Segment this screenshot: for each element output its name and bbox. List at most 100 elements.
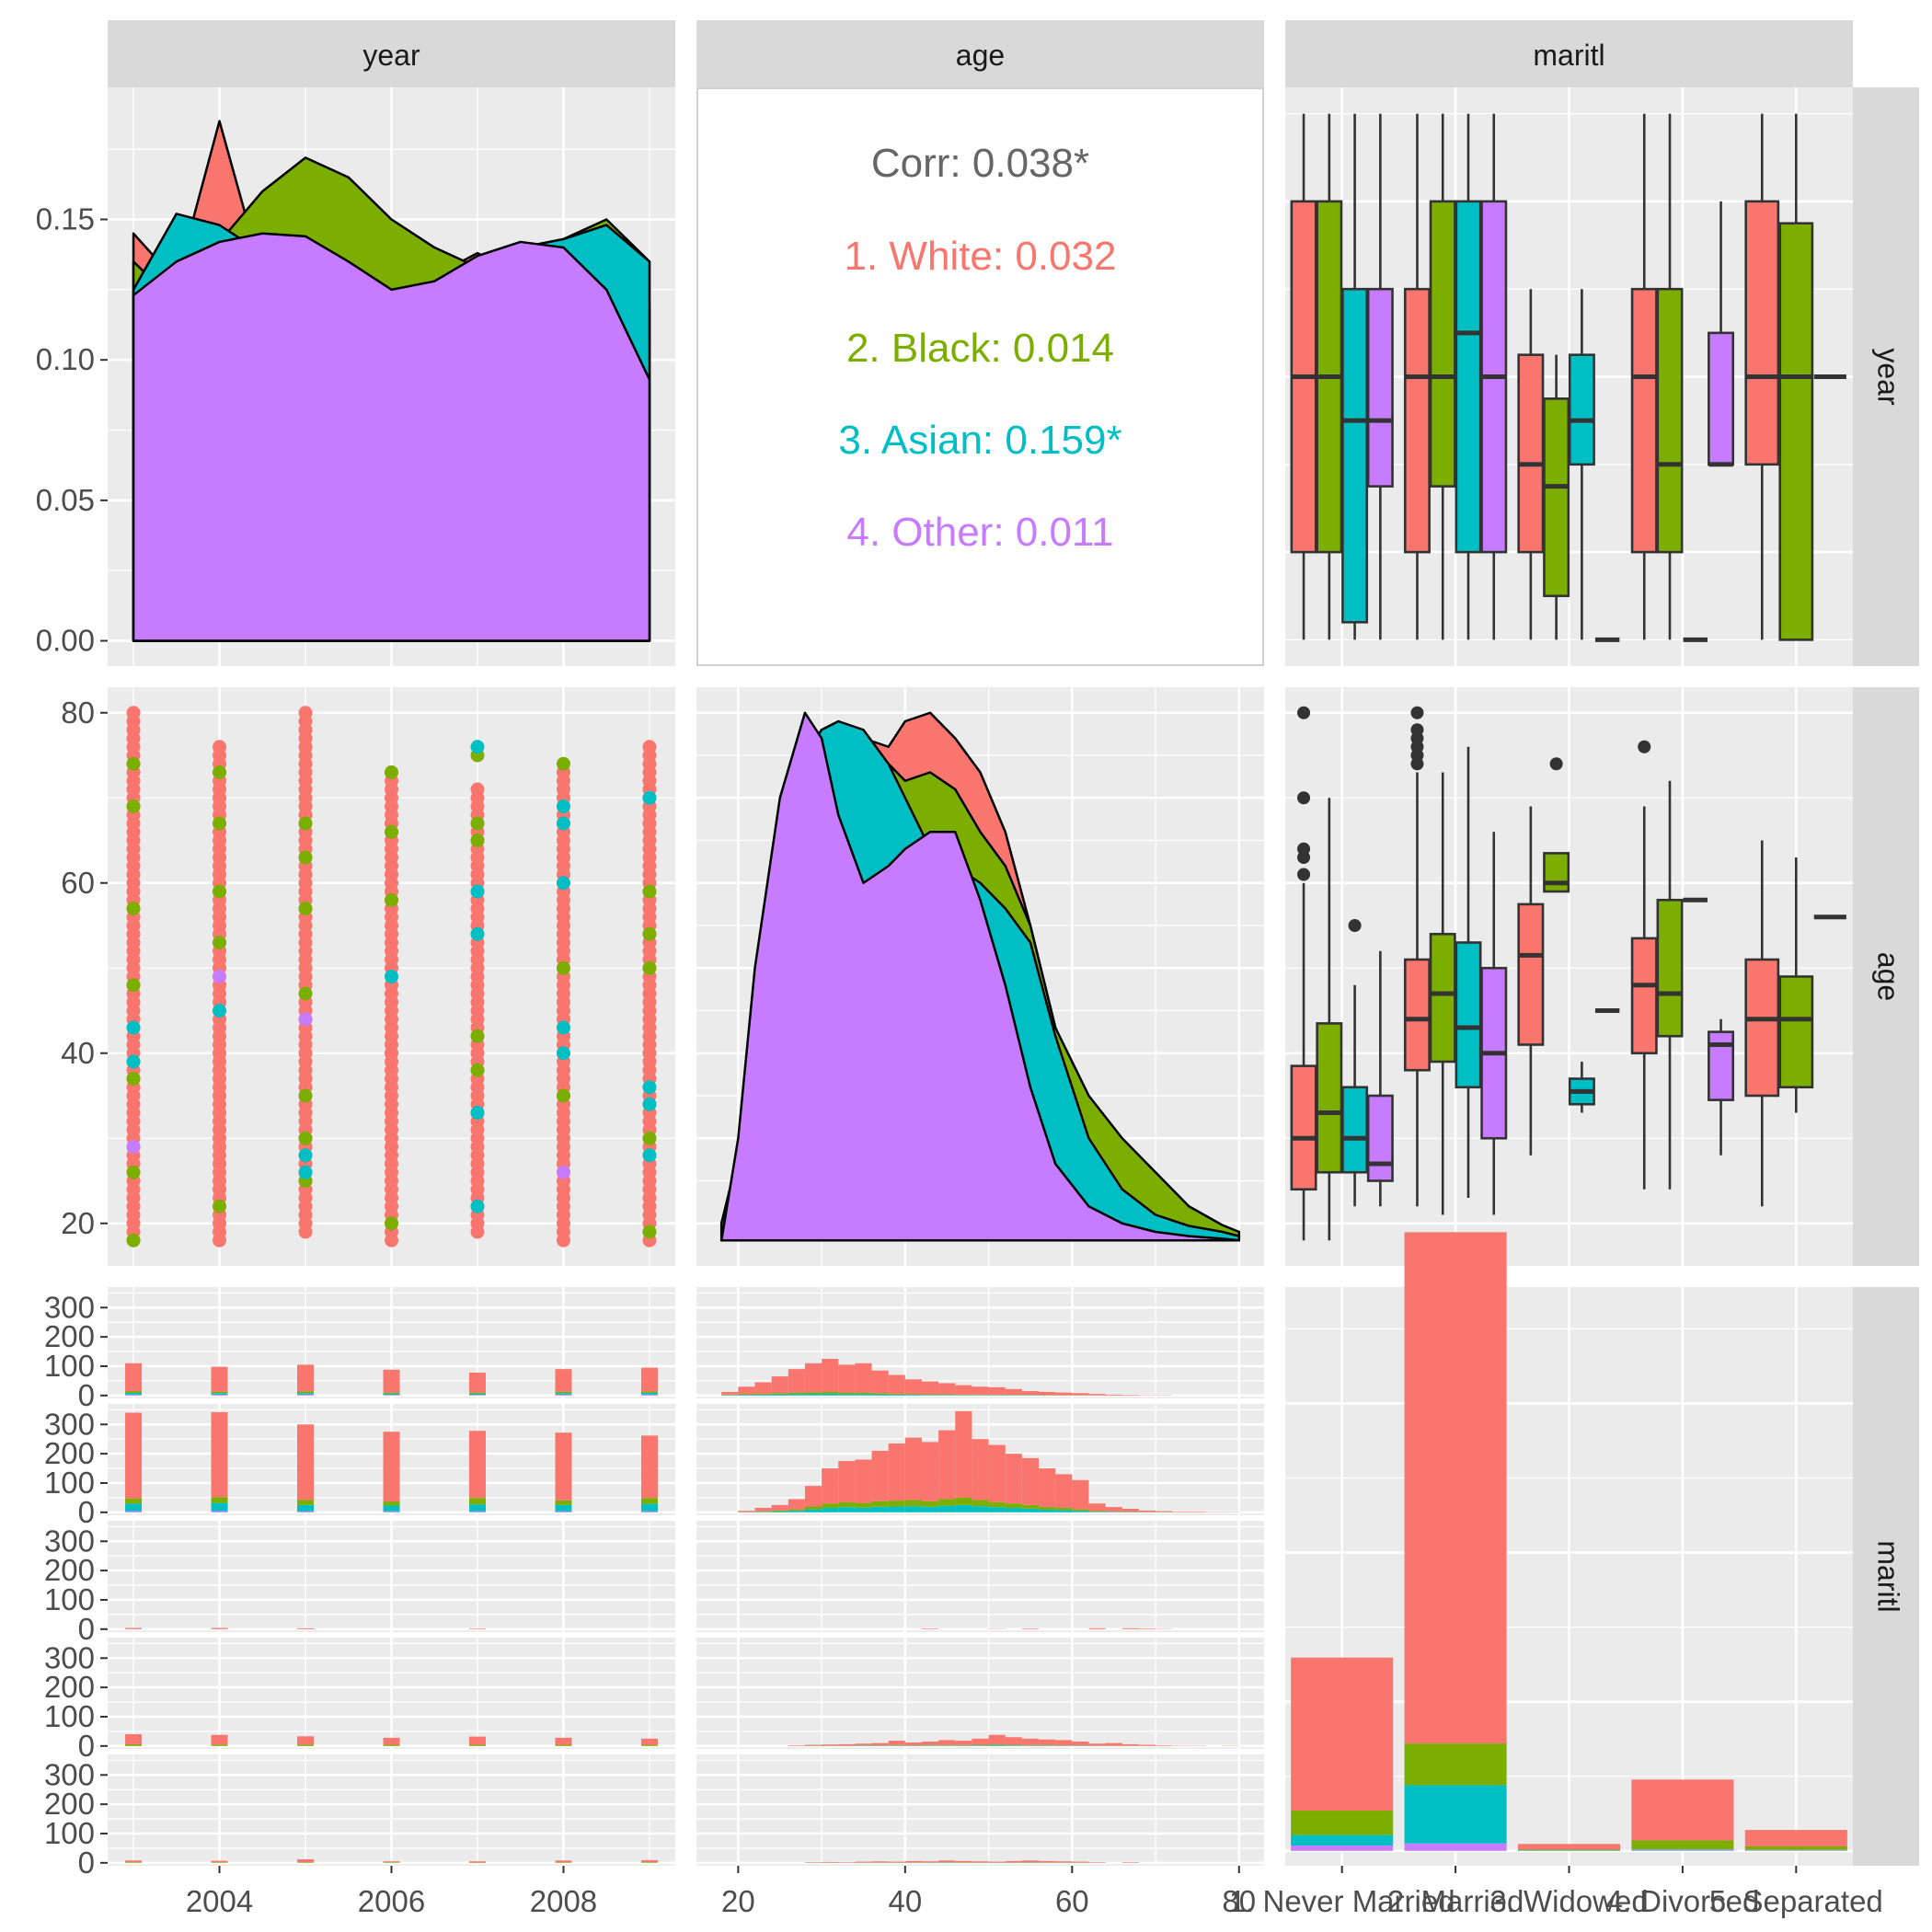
hist-bar <box>297 1744 315 1746</box>
hist-bar <box>125 1394 143 1396</box>
hist-bar <box>1138 1510 1156 1512</box>
hist-bar <box>1121 1862 1139 1863</box>
hist-bar <box>972 1861 989 1863</box>
y-tick-label: 300 <box>44 1757 95 1791</box>
box <box>1341 287 1369 624</box>
hist-bar <box>555 1862 572 1863</box>
hist-bar <box>804 1509 822 1512</box>
hist-bar <box>640 1391 658 1393</box>
strip-right-label: age <box>1872 952 1905 1001</box>
hist-bar <box>871 1370 889 1394</box>
hist-bar <box>297 1858 315 1863</box>
hist-bar <box>468 1395 486 1396</box>
hist-bar <box>855 1507 872 1512</box>
hist-bar <box>297 1627 315 1629</box>
strip-top-year <box>108 20 675 87</box>
hist-bar <box>1039 1509 1056 1512</box>
strip-top-label: age <box>956 39 1005 72</box>
box <box>1429 932 1456 1064</box>
bar <box>1291 1834 1394 1846</box>
hist-bar <box>1039 1391 1056 1396</box>
density-area <box>132 232 651 642</box>
hist-bar <box>1072 1511 1089 1512</box>
hist-bar <box>468 1504 486 1512</box>
hist-bar <box>125 1412 143 1499</box>
scatter-point <box>642 960 657 975</box>
hist-bar <box>754 1382 772 1394</box>
x-tick-label: 1. Never Married <box>1229 1884 1455 1918</box>
hist-bar <box>771 1376 788 1394</box>
hist-bar <box>640 1744 658 1746</box>
hist-bar <box>383 1862 400 1863</box>
hist-bar <box>383 1395 400 1396</box>
hist-bar <box>1088 1743 1106 1746</box>
hist-bar <box>988 1507 1006 1512</box>
hist-bar <box>1039 1860 1056 1863</box>
strip-right-label: year <box>1872 348 1905 406</box>
hist-bar <box>1105 1507 1122 1512</box>
y-tick-label: 40 <box>61 1036 95 1070</box>
hist-bar <box>1088 1627 1106 1629</box>
hist-bar <box>904 1379 922 1395</box>
scatter-point <box>213 1004 227 1018</box>
y-tick-label: 0 <box>78 1846 95 1880</box>
hist-bar <box>804 1506 822 1510</box>
hist-bar <box>804 1486 822 1507</box>
correlation-group: 4. Other: 0.011 <box>846 510 1113 555</box>
scatter-point <box>126 1054 141 1069</box>
box-outlier <box>1410 706 1424 719</box>
scatter-point <box>470 1063 485 1077</box>
hist-bar <box>383 1392 400 1394</box>
hist-bar <box>1055 1740 1073 1746</box>
strip-right-age <box>1853 687 1919 1266</box>
scatter-point <box>298 706 313 720</box>
x-tick-label: 2. Married <box>1387 1884 1524 1918</box>
hist-bar <box>125 1503 143 1512</box>
hist-bar <box>972 1500 989 1507</box>
hist-bar <box>555 1369 572 1392</box>
x-tick-label: 2006 <box>358 1884 425 1918</box>
hist-bar <box>211 1366 228 1392</box>
hist-bar <box>1055 1392 1073 1396</box>
hist-bar <box>1055 1508 1073 1511</box>
hist-bar <box>383 1501 400 1506</box>
hist-bar <box>125 1627 143 1629</box>
scatter-point <box>298 1131 313 1145</box>
scatter-point <box>470 884 485 899</box>
hist-bar <box>383 1369 400 1393</box>
hist-bar <box>468 1861 486 1863</box>
hist-bar <box>921 1742 939 1745</box>
scatter-point <box>298 1012 313 1027</box>
scatter-point <box>298 1165 313 1179</box>
hist-bar <box>640 1859 658 1863</box>
hist-bar <box>1021 1860 1040 1863</box>
panel-background <box>696 1754 1264 1866</box>
scatter-point <box>298 816 313 831</box>
correlation-group: 2. Black: 0.014 <box>846 326 1114 371</box>
box <box>1455 200 1482 554</box>
hist-bar <box>125 1860 143 1863</box>
hist-bar <box>468 1372 486 1393</box>
scatter-point <box>556 960 570 975</box>
bar <box>1404 1843 1507 1851</box>
scatter-point <box>556 816 570 831</box>
hist-bar <box>1055 1474 1073 1509</box>
hist-bar <box>921 1506 939 1512</box>
hist-bar <box>888 1374 905 1394</box>
hist-bar <box>855 1363 872 1393</box>
correlation-group: 3. Asian: 0.159* <box>838 418 1121 463</box>
box-outlier <box>1410 723 1424 737</box>
hist-bar <box>640 1498 658 1504</box>
correlation-overall: Corr: 0.038* <box>871 141 1089 186</box>
scatter-point <box>126 1165 141 1179</box>
scatter-point <box>470 1199 485 1213</box>
y-tick-label: 0.05 <box>36 483 95 517</box>
strip-right-label: maritl <box>1872 1540 1905 1612</box>
y-tick-label: 200 <box>44 1436 95 1470</box>
scatter-point <box>470 1029 485 1043</box>
scatter-point <box>470 740 485 754</box>
hist-bar <box>297 1424 315 1501</box>
y-tick-label: 0 <box>78 1612 95 1646</box>
hist-bar <box>125 1391 143 1393</box>
box <box>1744 200 1780 466</box>
